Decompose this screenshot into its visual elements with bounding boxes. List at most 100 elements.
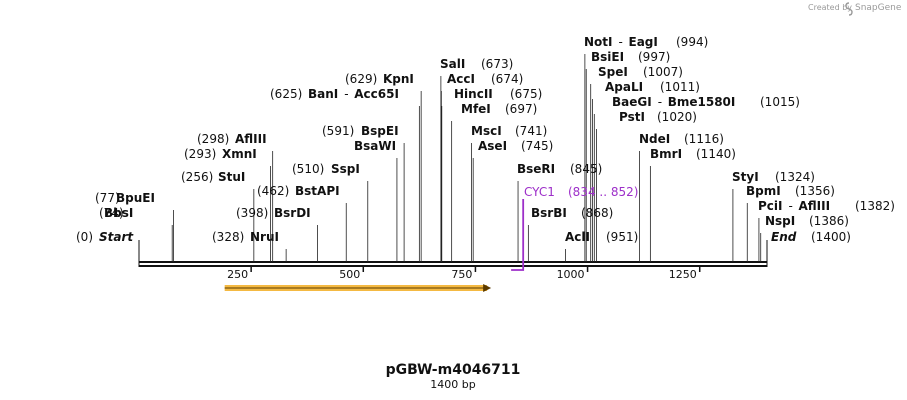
site-apali[interactable]: (1011) ApaLI [605,80,700,94]
site-bsiei[interactable]: (997) BsiEI [591,50,670,64]
site-stui[interactable]: (256) StuI [181,170,245,184]
site-pos-bpuei: (77) [95,191,120,205]
site-name-bpmi: BpmI [746,184,781,198]
site-pos-acci: (674) [491,72,523,86]
site-name-baegi: BaeGI [612,95,652,109]
site-bsrbi[interactable]: (868) BsrBI [531,206,613,220]
site-bmri[interactable]: (1140) BmrI [650,147,736,161]
site-name-bspei: BspEI [361,124,399,138]
site-name-bsrbi: BsrBI [531,206,567,220]
cyc1-name: CYC1 [524,185,555,199]
site-pos-bbsi: (74) [99,206,124,220]
site-pos-pcii: (1382) [855,199,895,213]
site-ndei[interactable]: (1116) NdeI [639,132,724,146]
site-pos-nrui: (328) [212,230,244,244]
site-pos-bsrbi: (868) [581,206,613,220]
tick-label-500: 500 [339,268,360,281]
site-pos-sali: (673) [481,57,513,71]
site-pos-ndei: (1116) [684,132,724,146]
site-nspi[interactable]: (1386) NspI [765,214,849,228]
tick-label-750: 750 [451,268,472,281]
site-name-sali: SalI [440,57,465,71]
site-mfei[interactable]: (697) MfeI [461,102,537,116]
site-sspi[interactable]: (510) SspI [292,162,360,176]
site-name-ndei: NdeI [639,132,670,146]
site-name-bbsi: BbsI [104,206,133,220]
site-dash-baegi: - [658,95,662,109]
site-bstapi[interactable]: (462) BstAPI [257,184,340,198]
site-bseri[interactable]: (845) BseRI [517,162,602,176]
site-afliii[interactable]: (298) AflIII [197,132,267,146]
site-pos-msci: (741) [515,124,547,138]
site-bspei[interactable]: (591) BspEI [322,124,399,138]
site-name-bmri: BmrI [650,147,682,161]
site-psti[interactable]: (1020) PstI [619,110,697,124]
site-name-psti: PstI [619,110,645,124]
site-name-nspi: NspI [765,214,795,228]
tick-label-250: 250 [227,268,248,281]
site-name-stui: StuI [218,170,245,184]
site-pos-acli: (951) [606,230,638,244]
site-name-msci: MscI [471,124,502,138]
site-dash-pcii: - [789,199,793,213]
site-end[interactable]: (1400) End [771,230,851,244]
site-pos-bmri: (1140) [696,147,736,161]
site-bpuei[interactable]: (77)BpuEI [95,191,155,205]
site-pos-mfei: (697) [505,102,537,116]
site-name-bpuei: BpuEI [116,191,155,205]
site-name-asei: AseI [478,139,507,153]
site-pos-spei: (1007) [643,65,683,79]
site-acci[interactable]: (674) AccI [447,72,523,86]
site-pos-bsiei: (997) [638,50,670,64]
site-msci[interactable]: (741) MscI [471,124,547,138]
site-pcii[interactable]: (1382) PciI - AflIII [758,199,895,213]
site-spei[interactable]: (1007) SpeI [598,65,683,79]
site-start[interactable]: (0) Start [76,230,134,244]
site-pos-styi: (1324) [775,170,815,184]
site-pos-baegi: (1015) [760,95,800,109]
site-baegi[interactable]: (1015) BaeGI - Bme1580I [612,95,800,109]
site-xmni[interactable]: (293) XmnI [184,147,257,161]
site-pos-xmni: (293) [184,147,216,161]
site-bsrdi[interactable]: (398) BsrDI [236,206,311,220]
site-name-bsawi: BsaWI [354,139,396,153]
credit-text: Created by [808,3,852,12]
site-name2-acc65i: Acc65I [354,87,399,101]
orf-arrow-head-icon [483,284,492,292]
feature-cyc1[interactable]: CYC1 (834 .. 852) [511,185,638,271]
site-sali[interactable]: (673) SalI [440,57,513,71]
ruler: 250 500 750 1000 1250 [227,266,701,281]
site-name-acci: AccI [447,72,475,86]
orf-arrow[interactable] [224,284,492,292]
site-styi[interactable]: (1324) StyI [732,170,815,184]
site-name2-eagi: EagI [629,35,658,49]
site-name-apali: ApaLI [605,80,643,94]
site-name2-bme1580i: Bme1580I [668,95,736,109]
site-kpni[interactable]: (629) KpnI [345,72,414,86]
site-acli[interactable]: (951) AclI [565,230,638,244]
site-hincii[interactable]: (675) HincII [454,87,542,101]
site-nrui[interactable]: (328) NruI [212,230,279,244]
tick-label-1000: 1000 [557,268,585,281]
cyc1-marker [511,199,525,271]
site-pos-nspi: (1386) [809,214,849,228]
credit-brand: SnapGene [855,3,902,13]
site-pos-end: (1400) [811,230,851,244]
site-bsawi[interactable]: BsaWI [354,139,396,153]
site-bani[interactable]: (625) BanI - Acc65I [270,87,399,101]
site-pos-stui: (256) [181,170,213,184]
site-asei[interactable]: (745) AseI [478,139,553,153]
site-bbsi[interactable]: (74)BbsI [99,206,133,220]
site-name-kpni: KpnI [383,72,414,86]
site-pos-bani: (625) [270,87,302,101]
site-noti[interactable]: (994) NotI - EagI [584,35,708,49]
site-pos-bpmi: (1356) [795,184,835,198]
site-bpmi[interactable]: (1356) BpmI [746,184,835,198]
site-pos-kpni: (629) [345,72,377,86]
site-pos-hincii: (675) [510,87,542,101]
cyc1-range: (834 .. 852) [568,185,638,199]
site-pos-psti: (1020) [657,110,697,124]
site-name-bstapi: BstAPI [295,184,340,198]
site-pos-noti: (994) [676,35,708,49]
site-name-start: Start [99,230,134,244]
